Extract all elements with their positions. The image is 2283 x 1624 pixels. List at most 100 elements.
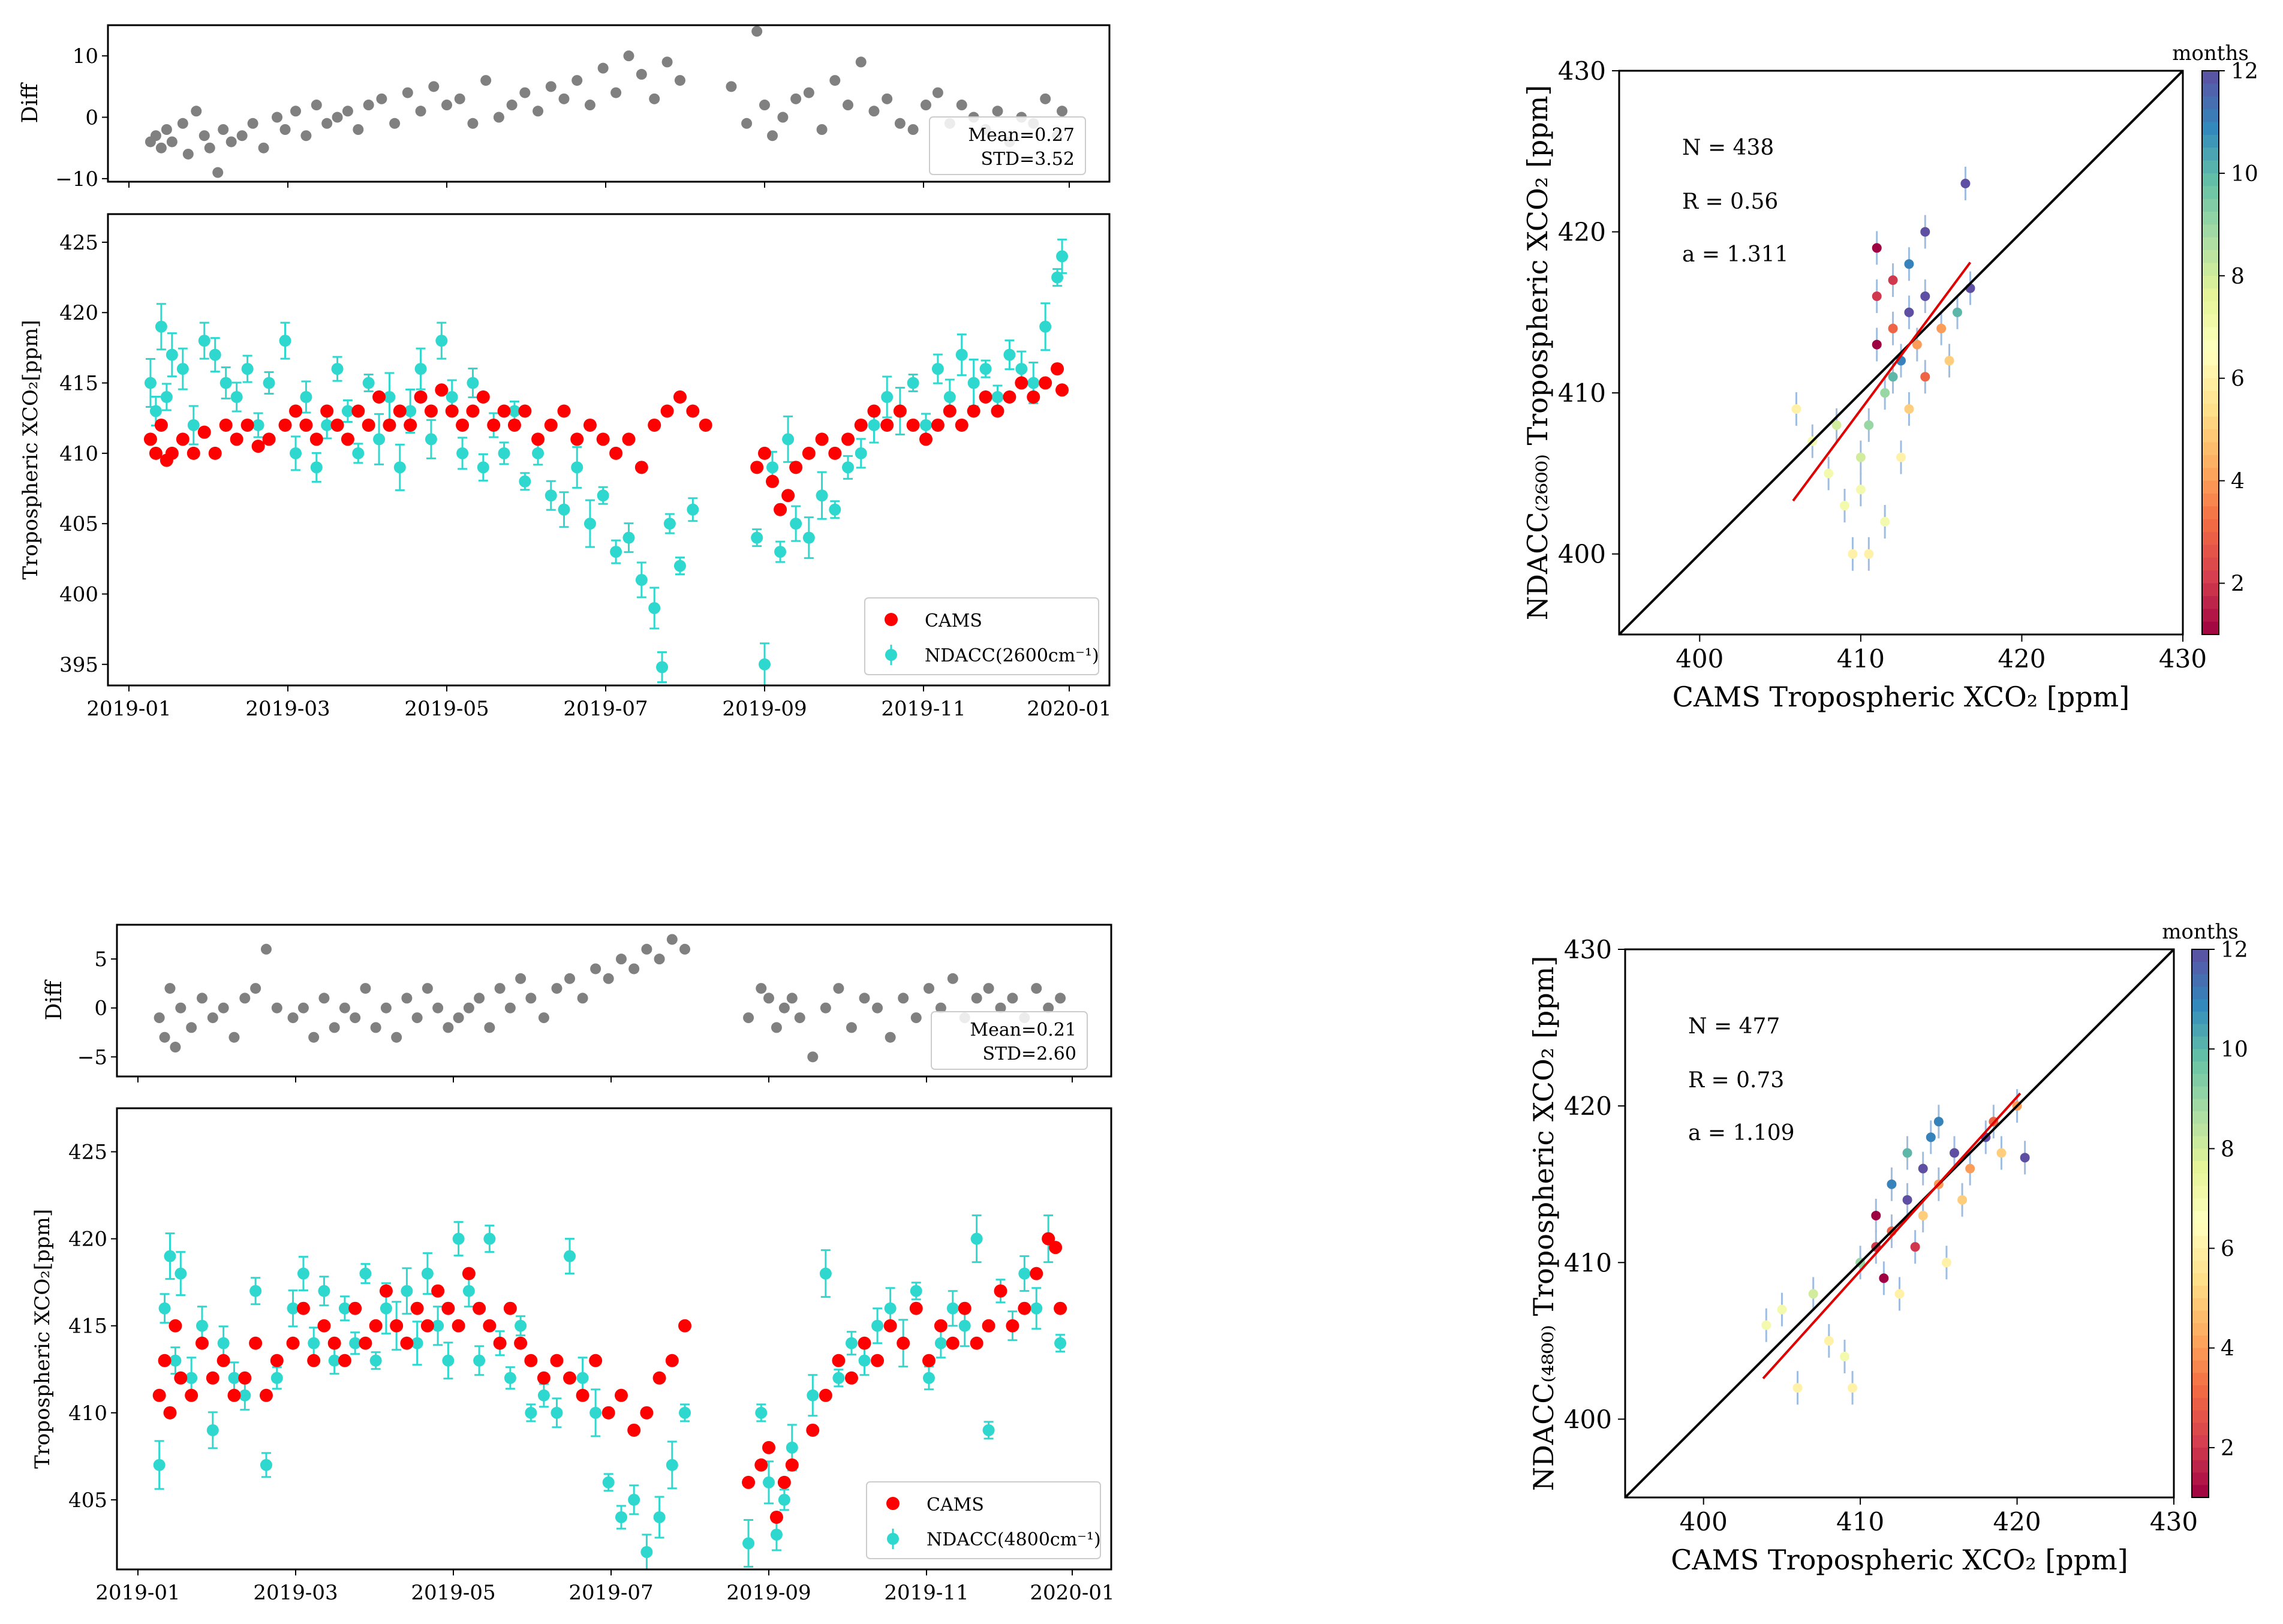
scatter-point	[1944, 356, 1954, 366]
cams-point	[259, 1388, 273, 1402]
diff-point	[623, 50, 634, 62]
cams-point	[462, 1267, 476, 1280]
ndacc-point	[477, 461, 489, 474]
cams-point	[762, 1440, 775, 1454]
colorbar-tick-label: 2	[2221, 1436, 2234, 1461]
scatter-ytick-label: 410	[1558, 378, 1606, 408]
cams-point	[296, 1301, 310, 1315]
scatter-n-label: N = 477	[1688, 1014, 1780, 1039]
cams-point	[550, 1354, 564, 1367]
ndacc-point	[919, 419, 932, 431]
diff-point	[428, 81, 440, 92]
colorbar-segment	[2202, 596, 2219, 610]
legend-cams-marker	[886, 1497, 900, 1510]
ndacc-point	[558, 503, 570, 516]
colorbar-segment	[2192, 1447, 2209, 1461]
diff-point	[771, 1022, 782, 1033]
ndacc-point	[270, 1372, 283, 1384]
cams-point	[1051, 362, 1064, 376]
diff-ytick-label: 0	[94, 997, 107, 1021]
ndacc-point	[473, 1354, 486, 1367]
diff-point	[923, 983, 934, 994]
cams-point	[1030, 1267, 1043, 1280]
diff-point	[422, 983, 433, 994]
cams-point	[601, 1406, 615, 1420]
diff-point	[590, 963, 601, 975]
ndacc-point	[842, 461, 855, 474]
colorbar-segment	[2192, 1348, 2209, 1361]
colorbar-segment	[2202, 404, 2219, 417]
ts-xtick-label: 2019-11	[881, 697, 965, 721]
cams-point	[240, 418, 254, 432]
ndacc-point	[452, 1232, 465, 1245]
cams-point	[1027, 390, 1040, 404]
colorbar-frame	[2201, 70, 2219, 635]
cams-point	[769, 1510, 783, 1524]
cams-point	[262, 432, 276, 446]
ndacc-point	[858, 1354, 871, 1367]
ndacc-point	[153, 1458, 166, 1471]
colorbar-segment	[2192, 1360, 2209, 1374]
scatter-point	[1965, 1163, 1975, 1174]
scatter-xtick-label: 410	[1837, 644, 1885, 673]
ndacc-point	[576, 1372, 589, 1384]
legend-cams-label: CAMS	[927, 1494, 984, 1515]
ndacc-point	[508, 405, 521, 417]
cams-point	[307, 1354, 321, 1367]
colorbar-segment	[2192, 1410, 2209, 1424]
ndacc-point	[155, 320, 167, 333]
diff-point	[885, 1031, 896, 1043]
ts-xtick-label: 2019-05	[404, 697, 489, 721]
diff-point	[859, 993, 870, 1004]
ndacc-point	[352, 447, 365, 459]
ts-xtick-label: 2019-11	[884, 1581, 968, 1605]
cams-point	[660, 404, 674, 418]
diff-ytick-label: 10	[73, 44, 98, 68]
colorbar-segment	[2202, 212, 2219, 225]
cams-point	[589, 1354, 603, 1367]
cams-point	[678, 1319, 692, 1333]
diff-point	[935, 1002, 946, 1014]
diff-point	[159, 1031, 170, 1043]
scatter-point	[1941, 1258, 1951, 1268]
cams-point	[815, 432, 829, 446]
colorbar-segment	[2192, 974, 2209, 988]
diff-point	[258, 142, 269, 154]
diff-point	[198, 130, 210, 142]
scatter-point	[1926, 1132, 1936, 1142]
ndacc-point	[519, 475, 531, 488]
ndacc-point	[321, 419, 333, 431]
diff-point	[932, 87, 943, 98]
diff-point	[868, 106, 880, 117]
cams-point	[934, 1319, 948, 1333]
colorbar-tick-label: 8	[2231, 264, 2245, 289]
ts-xtick-label: 2019-07	[569, 1581, 653, 1605]
diff-point	[389, 118, 401, 129]
scatter-point	[1904, 404, 1914, 414]
ndacc-point	[308, 1337, 320, 1349]
ndacc-point	[790, 518, 802, 530]
ndacc-point	[564, 1250, 576, 1262]
colorbar-tick-label: 6	[2221, 1237, 2234, 1262]
scatter-xtick-label: 410	[1836, 1507, 1884, 1536]
diff-point	[741, 118, 753, 129]
diff-point	[803, 87, 814, 98]
colorbar-segment	[2202, 442, 2219, 456]
cams-point	[379, 1284, 393, 1298]
ts-ylabel: Tropospheric XCO₂[ppm]	[19, 320, 43, 579]
cams-point	[476, 390, 490, 404]
colorbar-segment	[2202, 339, 2219, 353]
colorbar-segment	[2202, 71, 2219, 85]
cams-point	[154, 418, 168, 432]
colorbar-segment	[2192, 1011, 2209, 1025]
cams-point	[286, 1336, 300, 1350]
colorbar-segment	[2202, 186, 2219, 200]
ndacc-point	[411, 1337, 423, 1349]
diff-point	[250, 983, 261, 994]
cams-point	[750, 461, 764, 474]
colorbar-segment	[2202, 288, 2219, 302]
cams-point	[330, 418, 344, 432]
ndacc-point	[380, 1302, 392, 1315]
colorbar-segment	[2202, 148, 2219, 161]
scatter-ylabel: NDACC₍₂₆₀₀₎ Tropospheric XCO₂ [ppm]	[1521, 85, 1554, 621]
